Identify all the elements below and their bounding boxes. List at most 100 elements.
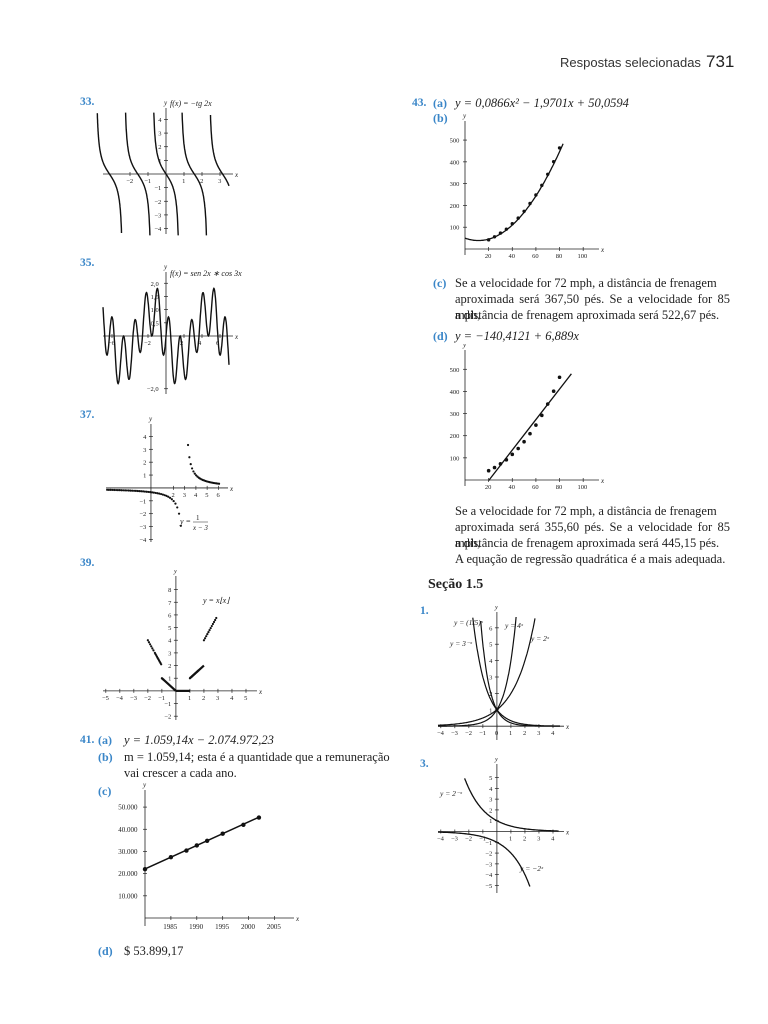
y-tick-label: 4	[158, 117, 162, 124]
y-tick-label: 6	[168, 612, 172, 619]
y-tick-label: −4	[154, 226, 162, 233]
y-axis-label: y	[163, 263, 168, 271]
data-point	[189, 462, 192, 466]
y-tick-label: −4	[139, 537, 147, 544]
x-axis-label: x	[234, 333, 239, 341]
data-point	[136, 489, 139, 493]
segment	[161, 677, 177, 692]
data-point	[557, 375, 562, 380]
x-tick-label: 20	[485, 253, 492, 260]
data-point	[192, 470, 195, 473]
y-tick-label: −1	[154, 185, 161, 192]
y-tick-label: 400	[450, 389, 460, 396]
p43-d-label: (d)	[433, 329, 448, 343]
segment	[189, 664, 205, 680]
data-point	[551, 389, 556, 394]
data-point	[522, 209, 526, 214]
x-tick-label: 1	[509, 836, 512, 843]
y-tick-label: 6	[489, 625, 493, 632]
problem-number-33: 33.	[80, 96, 95, 108]
data-point	[127, 489, 130, 492]
data-point	[111, 488, 114, 492]
y-tick-label: 40.000	[118, 826, 138, 834]
p41-b-text-line2: vai crescer a cada ano.	[124, 766, 237, 780]
y-tick-label: 500	[450, 138, 460, 145]
x-axis-label: x	[600, 477, 605, 485]
y-tick-label: 50.000	[118, 804, 138, 812]
data-point	[150, 491, 154, 494]
data-point	[174, 502, 177, 505]
data-point	[206, 633, 209, 636]
y-tick-label: 100	[450, 455, 460, 462]
y-tick-label: −1	[164, 701, 171, 708]
graph-35: xy−6 −2 2 4 62,01,51,00,5−2,0 f(x) = sen 2x …	[102, 263, 242, 394]
graph-s1-1-label-1: y = (1/5)ˣ	[453, 618, 484, 627]
p43-a-equation: y = 0,0866x² − 1,9701x + 50,0594	[455, 96, 629, 110]
x-tick-label: 1995	[215, 923, 230, 931]
graph-s1-3-label-1: y = 2⁻ˣ	[439, 789, 463, 798]
data-point	[165, 494, 168, 497]
data-point	[129, 489, 132, 492]
y-tick-label: 1	[168, 676, 171, 683]
tangent-branch	[209, 114, 230, 187]
graph-35-function-label: f(x) = sen 2x ∗ cos 3x	[170, 269, 242, 278]
x-tick-label: 40	[508, 484, 515, 491]
graph-37-function-numerator: 1	[196, 514, 200, 522]
data-point	[545, 402, 550, 406]
data-point	[154, 491, 157, 495]
y-tick-label: 2,0	[151, 281, 159, 288]
x-tick-label: −2	[465, 730, 472, 737]
y-tick-label: 3	[489, 797, 492, 804]
p43-d-equation: y = −140,4121 + 6,889x	[455, 329, 579, 343]
x-tick-label: −1	[158, 695, 165, 702]
p41-d-label: (d)	[98, 944, 113, 958]
y-tick-label: −2	[154, 199, 161, 206]
x-tick-label: 2	[523, 730, 526, 737]
data-point	[211, 622, 215, 626]
data-point	[210, 624, 213, 628]
data-point	[214, 618, 217, 622]
regression-line	[144, 816, 260, 870]
data-point	[142, 867, 148, 872]
x-tick-label: 1	[182, 178, 185, 185]
y-axis-label: y	[494, 758, 499, 763]
data-point	[115, 488, 118, 492]
problem-number-39: 39.	[80, 557, 95, 569]
data-point	[132, 489, 136, 492]
data-point	[208, 629, 211, 632]
data-point	[203, 637, 207, 640]
data-point	[212, 620, 216, 624]
data-point	[504, 227, 509, 231]
data-point	[551, 159, 556, 164]
y-tick-label: 300	[450, 181, 460, 188]
data-point	[141, 490, 145, 493]
y-axis-label: y	[462, 113, 467, 120]
x-tick-label: 0	[495, 730, 498, 737]
y-tick-label: 8	[168, 587, 171, 594]
tangent-branch	[96, 113, 104, 163]
data-point	[113, 488, 116, 492]
y-tick-label: 30.000	[118, 848, 138, 856]
tangent-branch	[153, 112, 179, 236]
data-point	[147, 490, 150, 494]
x-tick-label: 1985	[163, 923, 178, 931]
y-tick-label: 1	[143, 473, 146, 480]
data-point	[167, 495, 170, 498]
problem-number-43: 43.	[412, 97, 427, 109]
data-point	[179, 524, 182, 527]
y-tick-label: 7	[168, 600, 172, 607]
x-tick-label: −2	[126, 178, 133, 185]
data-point	[504, 458, 509, 462]
data-point	[138, 490, 141, 493]
data-point	[134, 489, 137, 492]
data-point	[160, 663, 163, 666]
data-point	[540, 413, 544, 418]
problem-number-35: 35.	[80, 257, 95, 269]
y-tick-label: 10.000	[118, 892, 138, 900]
y-tick-label: −2,0	[147, 386, 159, 393]
data-point	[516, 446, 520, 451]
p41-a-label: (a)	[98, 733, 112, 747]
data-point	[546, 172, 550, 176]
curve-2x	[437, 618, 536, 726]
